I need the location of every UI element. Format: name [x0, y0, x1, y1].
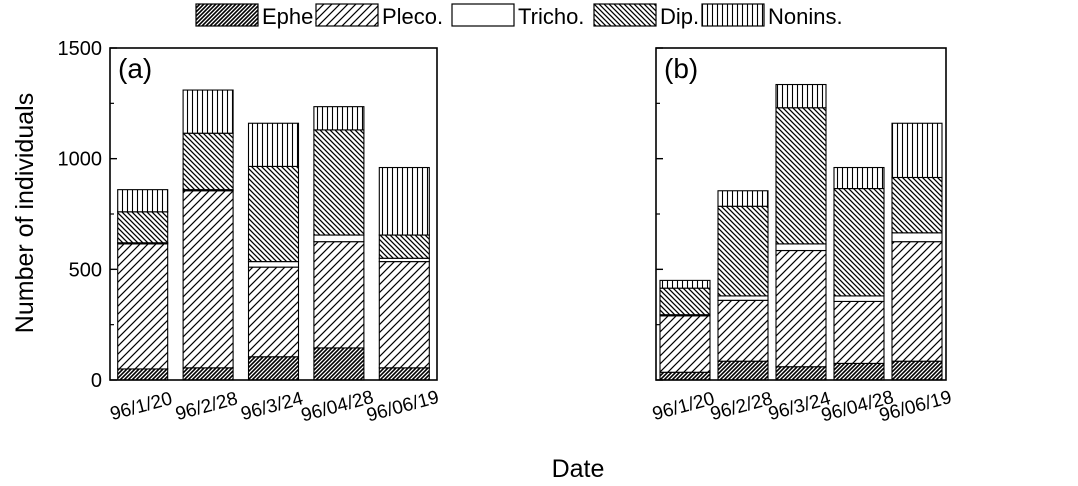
- bar-segment-dip: [313, 129, 365, 236]
- legend-swatch-dense-diag: [195, 3, 259, 27]
- bar-segment-pleco: [117, 243, 169, 370]
- legend-label: Nonins.: [768, 4, 843, 29]
- bar-segment-pleco: [891, 241, 943, 362]
- y-tick-label: 500: [69, 259, 102, 281]
- x-tick-label: 96/06/19: [364, 387, 441, 426]
- bar-segment-tricho: [833, 295, 885, 302]
- bar-segment-ephe: [117, 368, 169, 381]
- bar-segment-dip: [833, 187, 885, 297]
- legend-label: Dip.: [660, 4, 699, 29]
- bar-segment-pleco: [182, 190, 234, 369]
- bar-segment-tricho: [891, 232, 943, 243]
- panel-label: (b): [664, 53, 698, 84]
- bar-segment-nonins: [378, 166, 430, 236]
- x-tick-label: 96/3/24: [239, 388, 306, 425]
- bar-segment-ephe: [247, 356, 300, 381]
- legend-swatch-wide-diag: [315, 3, 379, 27]
- bar-segment-ephe: [313, 347, 365, 381]
- bar-segment-dip: [117, 211, 169, 244]
- legend-swatch-back-diag: [593, 3, 657, 27]
- legend-swatch-blank: [451, 3, 515, 27]
- bar-segment-ephe: [378, 367, 430, 381]
- x-tick-label: 96/2/28: [173, 388, 240, 425]
- bar-segment-dip: [182, 132, 234, 191]
- bar-segment-nonins: [117, 189, 169, 213]
- bar-segment-ephe: [717, 360, 769, 381]
- bar-segment-pleco: [775, 249, 827, 368]
- bar-segment-dip: [378, 234, 430, 259]
- bar-segment-dip: [891, 176, 943, 234]
- panel-label: (a): [118, 53, 152, 84]
- bar-segment-nonins: [775, 83, 827, 109]
- bar-segment-nonins: [891, 122, 943, 179]
- bar-segment-ephe: [659, 371, 711, 381]
- x-axis-label: Date: [552, 455, 605, 483]
- bar-segment-ephe: [775, 366, 827, 381]
- bar-segment-tricho: [313, 234, 365, 243]
- y-tick-label: 0: [91, 370, 102, 392]
- bar-segment-dip: [775, 107, 827, 245]
- legend-label: Tricho.: [518, 4, 584, 29]
- bar-segment-nonins: [659, 279, 711, 289]
- bar-segment-pleco: [833, 300, 885, 364]
- y-tick-label: 1000: [58, 149, 103, 171]
- bar-segment-ephe: [833, 362, 885, 381]
- bar-segment-nonins: [313, 106, 365, 131]
- x-tick-label: 96/1/20: [650, 388, 717, 425]
- bar-segment-nonins: [833, 166, 885, 190]
- legend-label: Pleco.: [382, 4, 443, 29]
- bar-segment-dip: [717, 205, 769, 297]
- panel-a: 96/1/2096/2/2896/3/2496/04/2896/06/19050…: [58, 38, 442, 426]
- bar-segment-tricho: [775, 243, 827, 252]
- x-tick-label: 96/2/28: [708, 388, 775, 425]
- bar-segment-pleco: [247, 266, 300, 358]
- bar-segment-pleco: [717, 299, 769, 362]
- bar-segment-pleco: [659, 315, 711, 373]
- bar-segment-pleco: [313, 241, 365, 349]
- bar-segment-ephe: [891, 360, 943, 381]
- bar-segment-ephe: [182, 367, 234, 381]
- bar-segment-dip: [659, 287, 711, 316]
- y-tick-label: 1500: [58, 38, 103, 60]
- legend-swatch-vertical: [701, 3, 765, 27]
- x-tick-label: 96/1/20: [108, 388, 175, 425]
- legend: Ephe. Pleco. Tricho. Dip. Nonins.: [195, 3, 843, 29]
- y-axis-label: Number of individuals: [11, 93, 39, 333]
- bar-segment-dip: [247, 165, 300, 263]
- bar-segment-nonins: [247, 122, 300, 167]
- bar-segment-tricho: [717, 295, 769, 301]
- bar-segment-tricho: [247, 261, 300, 268]
- bar-segment-nonins: [717, 190, 769, 207]
- bar-segment-pleco: [378, 261, 430, 369]
- legend-label: Ephe.: [262, 4, 320, 29]
- bar-segment-nonins: [182, 89, 234, 134]
